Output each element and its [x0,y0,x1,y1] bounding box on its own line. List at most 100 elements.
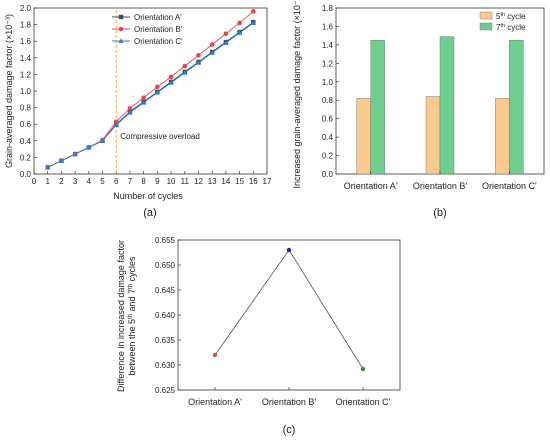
chart-a-y-tick-label: 0.8 [20,104,32,113]
chart-b-y-axis-label: Increased grain-averaged damage factor (… [292,0,302,188]
data-point [168,79,174,85]
chart-c-y-tick-label: 0.655 [155,236,176,245]
data-point [72,151,78,157]
bar [509,40,524,175]
chart-a-y-tick-label: 0.0 [20,170,32,179]
data-point [127,106,133,111]
chart-c-frame [177,239,401,391]
series-line-2 [47,10,254,168]
chart-b-y-tick-label: 0.2 [322,152,334,161]
chart-a-x-tick-label: 9 [155,177,160,186]
data-point [286,247,292,253]
series-line-3 [47,22,254,168]
chart-a-x-tick-label: 12 [194,177,203,186]
chart-a-y-tick-label: 1.4 [20,54,32,63]
data-point [182,69,188,75]
data-point [250,20,256,25]
chart-a-x-tick-label: 7 [128,177,133,186]
data-point [127,109,133,115]
chart-a-y-tick-label: 1.6 [20,37,32,46]
bar [425,96,441,175]
chart-b-y-tick-label: 1.6 [322,22,334,31]
chart-a-x-tick-label: 10 [167,177,176,186]
chart-b-y-tick-label: 0.6 [322,115,334,124]
chart-a-y-tick-label: 2.0 [20,4,32,13]
data-point [113,119,119,125]
bar [370,40,385,175]
chart-c-y-axis-label-line2: between the 5th and 7th cycles [127,256,137,376]
chart-c-category-label: Orientation C' [336,397,391,407]
data-point [212,352,218,358]
chart-a-y-tick-label: 1.8 [20,21,32,30]
chart-b: 0.0 0.2 0.4 0.6 0.8 1.0 1.2 1.4 1.6 1.8 Orientati… [292,0,545,219]
chart-a-x-axis-label: Number of cycles [113,191,183,201]
overload-annotation: Compressive overload [120,132,200,141]
chart-a-x-tick-label: 3 [73,177,78,186]
chart-a-x-tick-label: 16 [249,177,258,186]
data-point [45,164,51,170]
chart-a-x-tick-label: 2 [59,177,64,186]
data-point [58,157,65,163]
chart-b-y-tick-label: 0.4 [322,133,334,142]
legend-swatch [479,11,493,20]
data-point [209,42,215,47]
chart-a-x-tick-label: 11 [181,177,190,186]
chart-a-x-tick-label: 8 [141,177,146,186]
chart-c-series-line [214,249,364,370]
data-point [182,63,188,69]
chart-a: 0 1 2 3 4 5 6 7 8 9 10 11 12 13 14 15 16 17 0.00.20.40.60… [4,4,272,219]
chart-a-x-tick-label: 15 [235,177,244,186]
chart-a-x-tick-label: 4 [87,177,92,186]
legend-label: Orientation B' [134,25,183,34]
chart-b-y-tick-label: 1.8 [322,4,334,13]
data-point [250,9,256,14]
data-point [86,144,92,150]
chart-c-y-tick-label: 0.650 [155,261,176,270]
chart-a-y-tick-label: 1.0 [20,87,32,96]
chart-c: 0.625 0.630 0.635 0.640 0.645 0.650 0.655 Orie… [116,236,401,436]
legend-swatch [479,22,493,31]
data-point [141,95,146,100]
chart-b-legend: 5th cycle 7th cycle [479,11,526,32]
data-point [209,50,215,55]
chart-b-y-tick-label: 1.0 [322,78,334,87]
chart-a-y-tick-label: 0.4 [20,137,32,146]
legend-label: 5th cycle [496,12,526,21]
data-point [236,30,243,35]
legend-marker [118,38,124,43]
legend-label: 7th cycle [496,23,526,32]
data-point [360,366,366,372]
legend-label: Orientation A' [134,13,182,22]
chart-b-category-label: Orientation C' [482,181,537,191]
chart-a-x-tick-label: 6 [114,177,119,186]
data-point [113,122,119,128]
chart-c-y-tick-label: 0.645 [155,286,176,295]
data-point [223,40,229,45]
chart-c-y-tick-label: 0.625 [155,386,176,395]
chart-a-x-tick-label: 14 [221,177,230,186]
chart-c-y-tick-label: 0.635 [155,336,176,345]
chart-a-x-tick-label: 17 [263,177,272,186]
chart-b-y-tick-label: 0.8 [322,96,334,105]
legend-label: Orientation C' [134,37,183,46]
bar [439,36,455,175]
data-point [155,84,160,90]
chart-b-y-tick-label: 0.0 [322,170,334,179]
chart-a-x-tick-label: 0 [32,177,37,186]
data-point [195,59,202,65]
chart-a-legend: Orientation A' Orientation B' Orientation … [112,13,183,46]
data-point [154,89,160,95]
data-point [196,53,201,58]
data-point [99,138,106,143]
chart-c-panel-label: (c) [283,424,296,436]
chart-a-x-tick-label: 13 [208,177,217,186]
chart-a-y-axis-label: Grain-averaged damage factor (×10⁻³) [4,14,14,168]
data-point [168,74,174,80]
chart-a-x-tick-label: 1 [45,177,50,186]
chart-b-y-tick-label: 1.4 [322,41,334,50]
chart-c-y-tick-label: 0.640 [155,311,176,320]
chart-b-panel-label: (b) [433,207,446,219]
data-point [141,99,147,105]
chart-c-y-tick-label: 0.630 [155,361,176,370]
